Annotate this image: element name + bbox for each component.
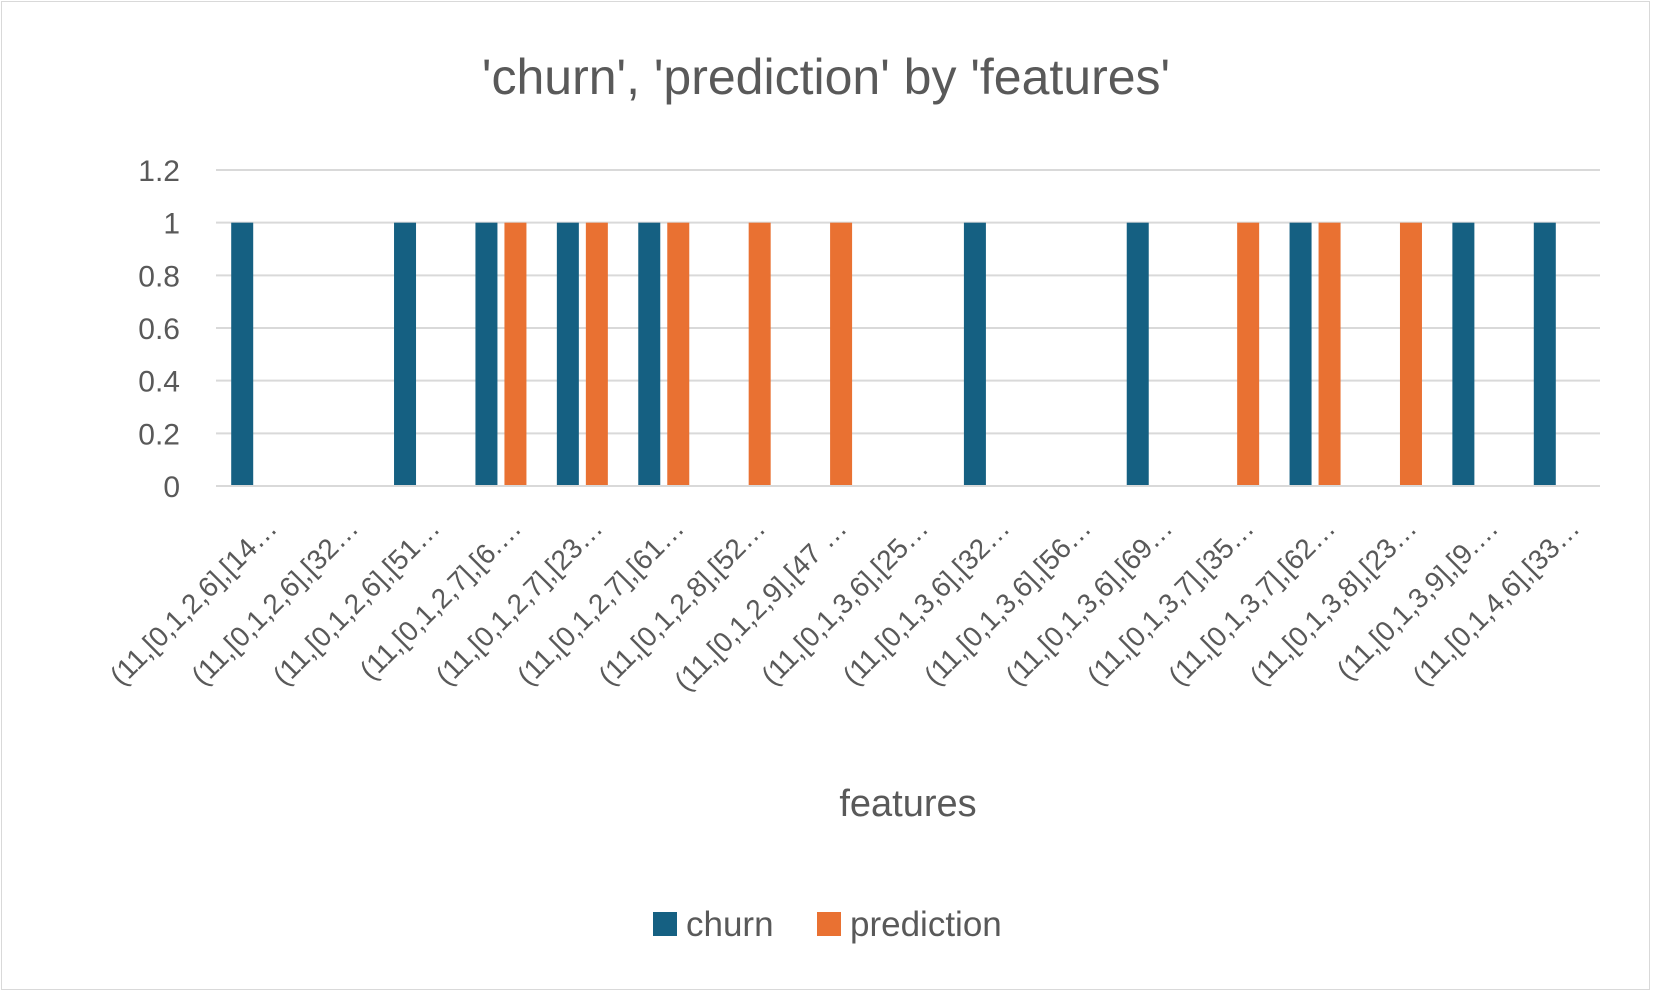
legend: churn prediction xyxy=(653,905,1002,944)
bar-prediction-13 xyxy=(1318,222,1341,486)
y-tick-label: 0.4 xyxy=(138,366,180,399)
bar-prediction-4 xyxy=(585,222,608,486)
bar-churn-5 xyxy=(638,222,661,486)
bar-prediction-12 xyxy=(1237,222,1260,486)
legend-label-churn: churn xyxy=(686,905,774,944)
bar-churn-16 xyxy=(1533,222,1556,486)
y-tick-label: 0.6 xyxy=(138,313,180,346)
bar-prediction-14 xyxy=(1399,222,1422,486)
legend-swatch-prediction xyxy=(817,912,841,936)
y-tick-label: 0 xyxy=(163,471,180,504)
y-tick-label: 0.2 xyxy=(138,418,180,451)
legend-label-prediction: prediction xyxy=(850,905,1002,944)
bar-churn-2 xyxy=(394,222,417,486)
x-axis-categories: (11,[0,1,2,6],[14…(11,[0,1,2,6],[32…(11,… xyxy=(104,512,1586,696)
chart-title: 'churn', 'prediction' by 'features' xyxy=(482,49,1170,105)
bar-prediction-7 xyxy=(830,222,853,486)
bar-churn-13 xyxy=(1289,222,1312,486)
bar-prediction-5 xyxy=(667,222,690,486)
bar-churn-9 xyxy=(963,222,986,486)
bar-churn-4 xyxy=(556,222,579,486)
y-tick-label: 0.8 xyxy=(138,260,180,293)
gridlines xyxy=(216,169,1600,435)
bar-prediction-6 xyxy=(748,222,771,486)
legend-swatch-churn xyxy=(653,912,677,936)
bar-prediction-3 xyxy=(504,222,527,486)
x-axis-title: features xyxy=(839,783,976,825)
y-tick-label: 1.2 xyxy=(138,155,180,188)
bar-churn-3 xyxy=(475,222,498,486)
bar-churn-0 xyxy=(231,222,254,486)
bar-churn-11 xyxy=(1126,222,1149,486)
bar-churn-15 xyxy=(1452,222,1475,486)
y-axis-ticks: 0 0.2 0.4 0.6 0.8 1 1.2 xyxy=(138,155,180,504)
bars xyxy=(231,222,1556,486)
y-tick-label: 1 xyxy=(163,208,180,241)
